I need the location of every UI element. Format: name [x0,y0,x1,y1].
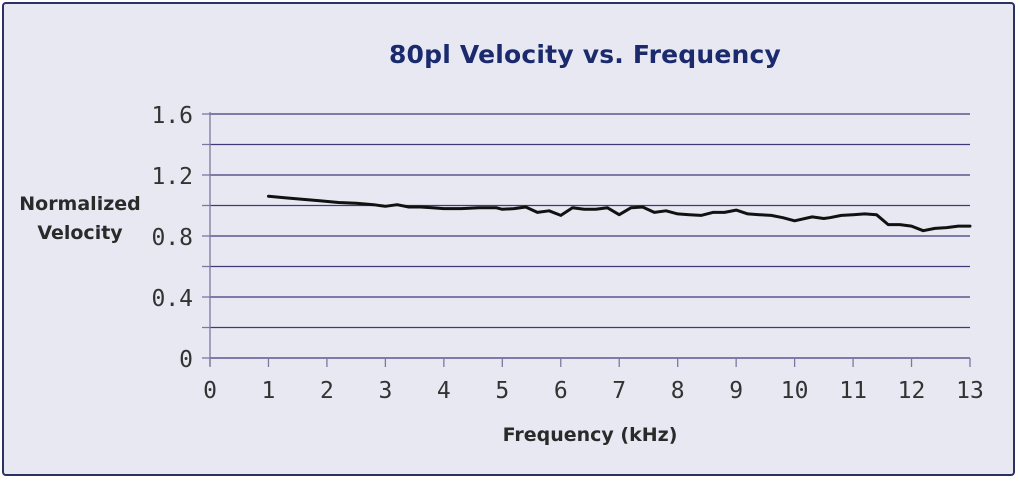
x-tick-label: 8 [671,378,685,404]
chart-frame [2,2,1015,476]
y-tick-label: 1.6 [151,103,193,129]
x-tick-label: 7 [612,378,626,404]
x-tick-label: 1 [262,378,276,404]
x-tick-label: 13 [956,378,984,404]
y-tick-label: 0.8 [151,225,193,251]
y-axis-label-line-1: Normalized [19,193,141,215]
x-tick-label: 2 [320,378,334,404]
x-tick-label: 12 [898,378,926,404]
x-tick-label: 9 [729,378,743,404]
chart-title: 80pl Velocity vs. Frequency [388,40,782,69]
y-tick-label: 1.2 [151,164,193,190]
y-tick-label: 0 [179,347,193,373]
y-tick-label: 0.4 [151,286,193,312]
x-axis-label: Frequency (kHz) [502,424,678,446]
x-tick-label: 3 [378,378,392,404]
x-tick-label: 5 [495,378,509,404]
x-tick-label: 4 [437,378,451,404]
x-tick-label: 0 [203,378,217,404]
series-line [267,194,972,233]
y-axis-label: Normalized Velocity [0,190,160,248]
x-tick-label: 11 [839,378,867,404]
x-tick-label: 6 [554,378,568,404]
x-tick-label: 10 [781,378,809,404]
y-axis-label-line-2: Velocity [37,222,123,244]
